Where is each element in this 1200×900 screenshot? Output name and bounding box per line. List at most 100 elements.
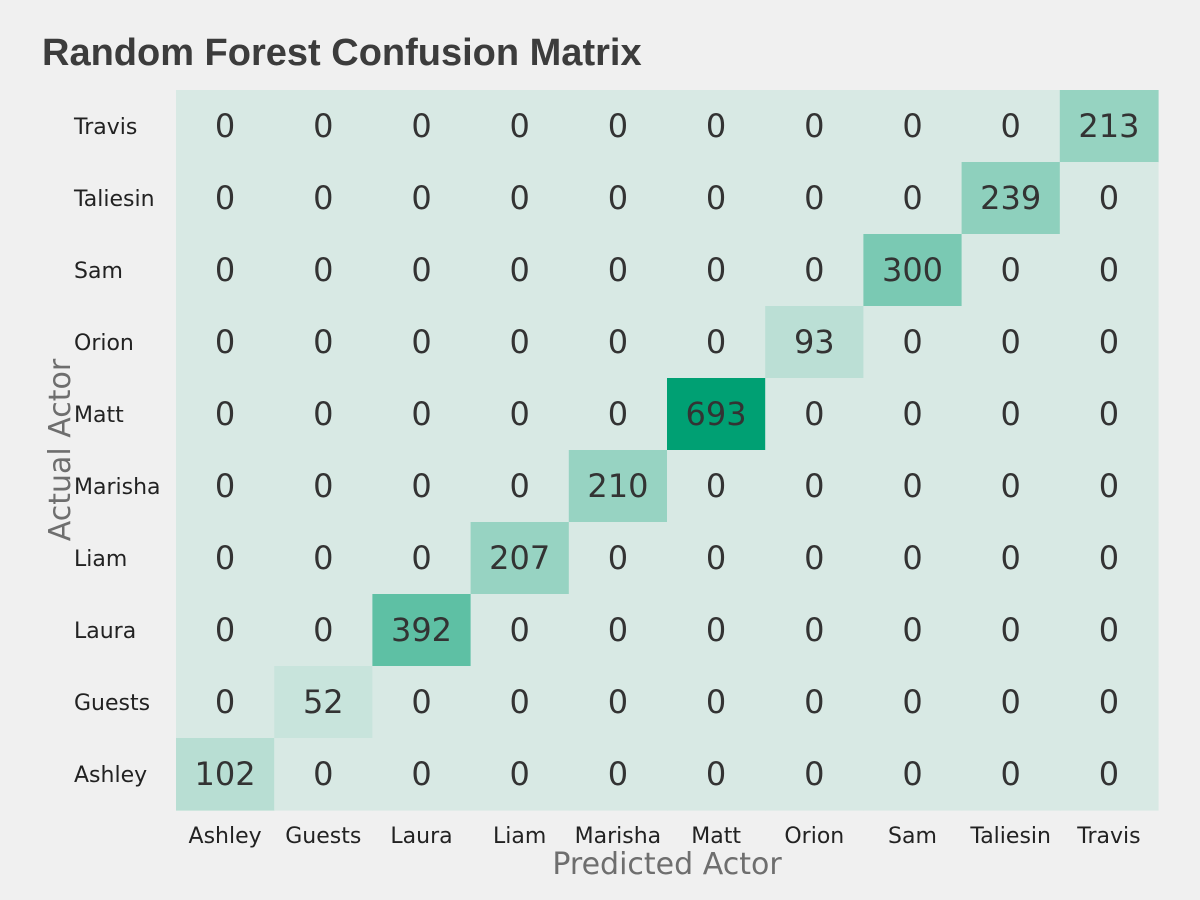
- cell-label-marisha-liam: 0: [510, 467, 530, 505]
- cell-label-ashley-taliesin: 0: [1001, 755, 1021, 793]
- y-tick-sam: Sam: [74, 259, 123, 284]
- cell-marisha-liam: [470, 450, 570, 523]
- cell-label-orion-travis: 0: [1099, 323, 1119, 361]
- heatmap-cell-labels: 0 0 0 0 0 0 0 0 0 213 0 0 0 0 0 0 0 0 239 0 0 0 0 0 0 0 0 300 0 0 0 0 0 0…: [195, 107, 1140, 793]
- cell-label-ashley-orion: 0: [804, 755, 824, 793]
- cell-matt-laura: [372, 378, 472, 451]
- x-tick-taliesin: Taliesin: [969, 824, 1051, 849]
- cell-liam-liam: [470, 522, 570, 595]
- x-axis-label: Predicted Actor: [552, 847, 782, 882]
- cell-marisha-ashley: [176, 450, 275, 523]
- cell-orion-sam: [863, 306, 963, 379]
- cell-label-matt-laura: 0: [411, 395, 431, 433]
- cell-label-travis-marisha: 0: [608, 107, 628, 145]
- cell-label-matt-orion: 0: [804, 395, 824, 433]
- cell-label-laura-liam: 0: [510, 611, 530, 649]
- cell-ashley-taliesin: [961, 738, 1061, 811]
- cell-ashley-travis: [1059, 738, 1159, 811]
- cell-label-liam-marisha: 0: [608, 539, 628, 577]
- cell-label-ashley-sam: 0: [902, 755, 922, 793]
- cell-ashley-guests: [274, 738, 373, 811]
- cell-label-liam-matt: 0: [706, 539, 726, 577]
- cell-label-laura-laura: 392: [391, 611, 452, 649]
- cell-ashley-laura: [372, 738, 472, 811]
- cell-label-guests-matt: 0: [706, 683, 726, 721]
- cell-orion-orion: [765, 306, 864, 379]
- cell-label-ashley-ashley: 102: [195, 755, 256, 793]
- cell-label-marisha-taliesin: 0: [1001, 467, 1021, 505]
- cell-ashley-marisha: [568, 738, 668, 811]
- x-tick-sam: Sam: [888, 824, 937, 849]
- cell-laura-laura: [372, 594, 472, 667]
- cell-label-orion-ashley: 0: [215, 323, 235, 361]
- cell-matt-matt: [667, 378, 766, 451]
- cell-label-guests-ashley: 0: [215, 683, 235, 721]
- x-tick-orion: Orion: [784, 824, 844, 849]
- x-tick-travis: Travis: [1076, 824, 1140, 849]
- cell-label-matt-sam: 0: [902, 395, 922, 433]
- cell-travis-laura: [372, 90, 472, 163]
- cell-label-travis-orion: 0: [804, 107, 824, 145]
- cell-matt-travis: [1059, 378, 1159, 451]
- cell-label-orion-orion: 93: [794, 323, 835, 361]
- cell-label-marisha-laura: 0: [411, 467, 431, 505]
- heatmap-cells: [176, 90, 1159, 811]
- cell-label-liam-travis: 0: [1099, 539, 1119, 577]
- y-axis-ticks: Travis Taliesin Sam Orion Matt Marisha Liam Lau…: [73, 115, 161, 788]
- cell-label-travis-guests: 0: [313, 107, 333, 145]
- cell-label-marisha-sam: 0: [902, 467, 922, 505]
- cell-ashley-sam: [863, 738, 963, 811]
- cell-label-travis-liam: 0: [510, 107, 530, 145]
- cell-orion-travis: [1059, 306, 1159, 379]
- cell-label-marisha-travis: 0: [1099, 467, 1119, 505]
- cell-label-orion-matt: 0: [706, 323, 726, 361]
- cell-guests-sam: [863, 666, 963, 739]
- cell-label-orion-sam: 0: [902, 323, 922, 361]
- cell-liam-taliesin: [961, 522, 1061, 595]
- cell-label-orion-guests: 0: [313, 323, 333, 361]
- cell-marisha-laura: [372, 450, 472, 523]
- cell-label-sam-marisha: 0: [608, 251, 628, 289]
- cell-sam-marisha: [568, 234, 668, 307]
- cell-label-ashley-laura: 0: [411, 755, 431, 793]
- x-axis-ticks: Ashley Guests Laura Liam Marisha Matt Orion Sam…: [189, 824, 1141, 849]
- cell-taliesin-orion: [765, 162, 864, 235]
- cell-label-sam-taliesin: 0: [1001, 251, 1021, 289]
- cell-label-liam-sam: 0: [902, 539, 922, 577]
- cell-orion-matt: [667, 306, 766, 379]
- cell-label-matt-marisha: 0: [608, 395, 628, 433]
- cell-label-taliesin-laura: 0: [411, 179, 431, 217]
- cell-label-marisha-matt: 0: [706, 467, 726, 505]
- cell-guests-taliesin: [961, 666, 1061, 739]
- cell-label-guests-orion: 0: [804, 683, 824, 721]
- cell-sam-matt: [667, 234, 766, 307]
- cell-matt-guests: [274, 378, 373, 451]
- x-tick-matt: Matt: [691, 824, 741, 849]
- cell-laura-orion: [765, 594, 864, 667]
- cell-label-laura-travis: 0: [1099, 611, 1119, 649]
- cell-laura-liam: [470, 594, 570, 667]
- cell-label-sam-matt: 0: [706, 251, 726, 289]
- cell-guests-orion: [765, 666, 864, 739]
- cell-label-ashley-guests: 0: [313, 755, 333, 793]
- cell-orion-taliesin: [961, 306, 1061, 379]
- cell-label-laura-matt: 0: [706, 611, 726, 649]
- cell-sam-orion: [765, 234, 864, 307]
- cell-label-orion-marisha: 0: [608, 323, 628, 361]
- cell-taliesin-matt: [667, 162, 766, 235]
- cell-label-sam-laura: 0: [411, 251, 431, 289]
- cell-sam-sam: [863, 234, 963, 307]
- cell-liam-orion: [765, 522, 864, 595]
- cell-orion-guests: [274, 306, 373, 379]
- cell-label-taliesin-liam: 0: [510, 179, 530, 217]
- cell-ashley-orion: [765, 738, 864, 811]
- cell-label-liam-taliesin: 0: [1001, 539, 1021, 577]
- cell-marisha-guests: [274, 450, 373, 523]
- cell-matt-sam: [863, 378, 963, 451]
- cell-label-guests-liam: 0: [510, 683, 530, 721]
- cell-laura-matt: [667, 594, 766, 667]
- cell-liam-guests: [274, 522, 373, 595]
- chart-title: Random Forest Confusion Matrix: [42, 32, 642, 74]
- cell-label-guests-marisha: 0: [608, 683, 628, 721]
- cell-guests-matt: [667, 666, 766, 739]
